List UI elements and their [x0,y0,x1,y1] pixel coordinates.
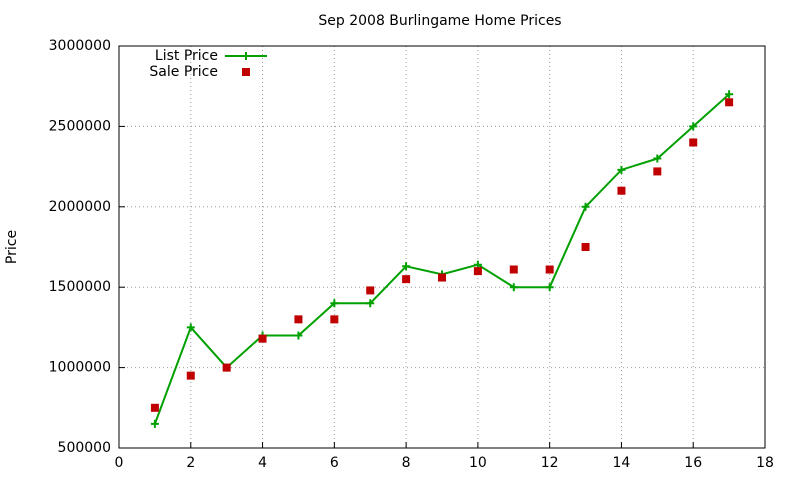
data-point [366,299,375,308]
data-point [725,90,734,99]
data-point [150,403,159,412]
data-point [473,267,482,276]
y-tick-label: 3000000 [49,38,111,54]
plot-frame [118,45,766,449]
y-tick-label: 2500000 [49,118,111,134]
data-point [186,371,195,380]
series-line [153,93,730,425]
data-point [653,167,662,176]
y-tick-label: 500000 [58,440,111,456]
data-point [294,315,303,324]
x-tick-label: 10 [469,455,487,471]
data-point [617,165,626,174]
data-point [725,98,734,107]
data-point [402,275,411,284]
data-point [222,363,231,372]
legend-marker [242,52,250,60]
data-point [438,273,446,282]
x-tick-label: 0 [115,455,124,471]
legend-marker [242,68,250,76]
x-tick-label: 14 [613,455,631,471]
data-point [509,265,518,274]
x-tick-label: 8 [402,455,411,471]
data-point [653,154,662,163]
data-point [509,283,518,292]
x-tick-label: 12 [541,455,559,471]
data-point [330,299,339,308]
y-tick-label: 2000000 [49,199,111,215]
data-point [186,323,195,332]
data-point [150,419,159,428]
y-axis-label: Price [4,230,20,264]
data-point [617,186,626,195]
data-point [545,283,554,292]
legend-label: Sale Price [149,64,218,80]
data-point [581,202,590,211]
y-tick-label: 1000000 [49,360,111,376]
data-point [330,315,339,324]
x-tick-label: 16 [684,455,702,471]
data-point [689,138,698,147]
data-point [366,286,375,295]
chart-title: Sep 2008 Burlingame Home Prices [318,13,561,29]
x-tick-label: 18 [756,455,774,471]
legend-label: List Price [155,48,218,64]
x-tick-label: 2 [186,455,195,471]
x-tick-label: 4 [258,455,267,471]
data-point [258,334,267,343]
data-point [294,331,303,340]
data-point [545,265,554,274]
x-tick-label: 6 [330,455,339,471]
y-tick-label: 1500000 [49,279,111,295]
data-point [689,122,698,131]
data-point [581,243,590,251]
data-point [402,262,411,271]
